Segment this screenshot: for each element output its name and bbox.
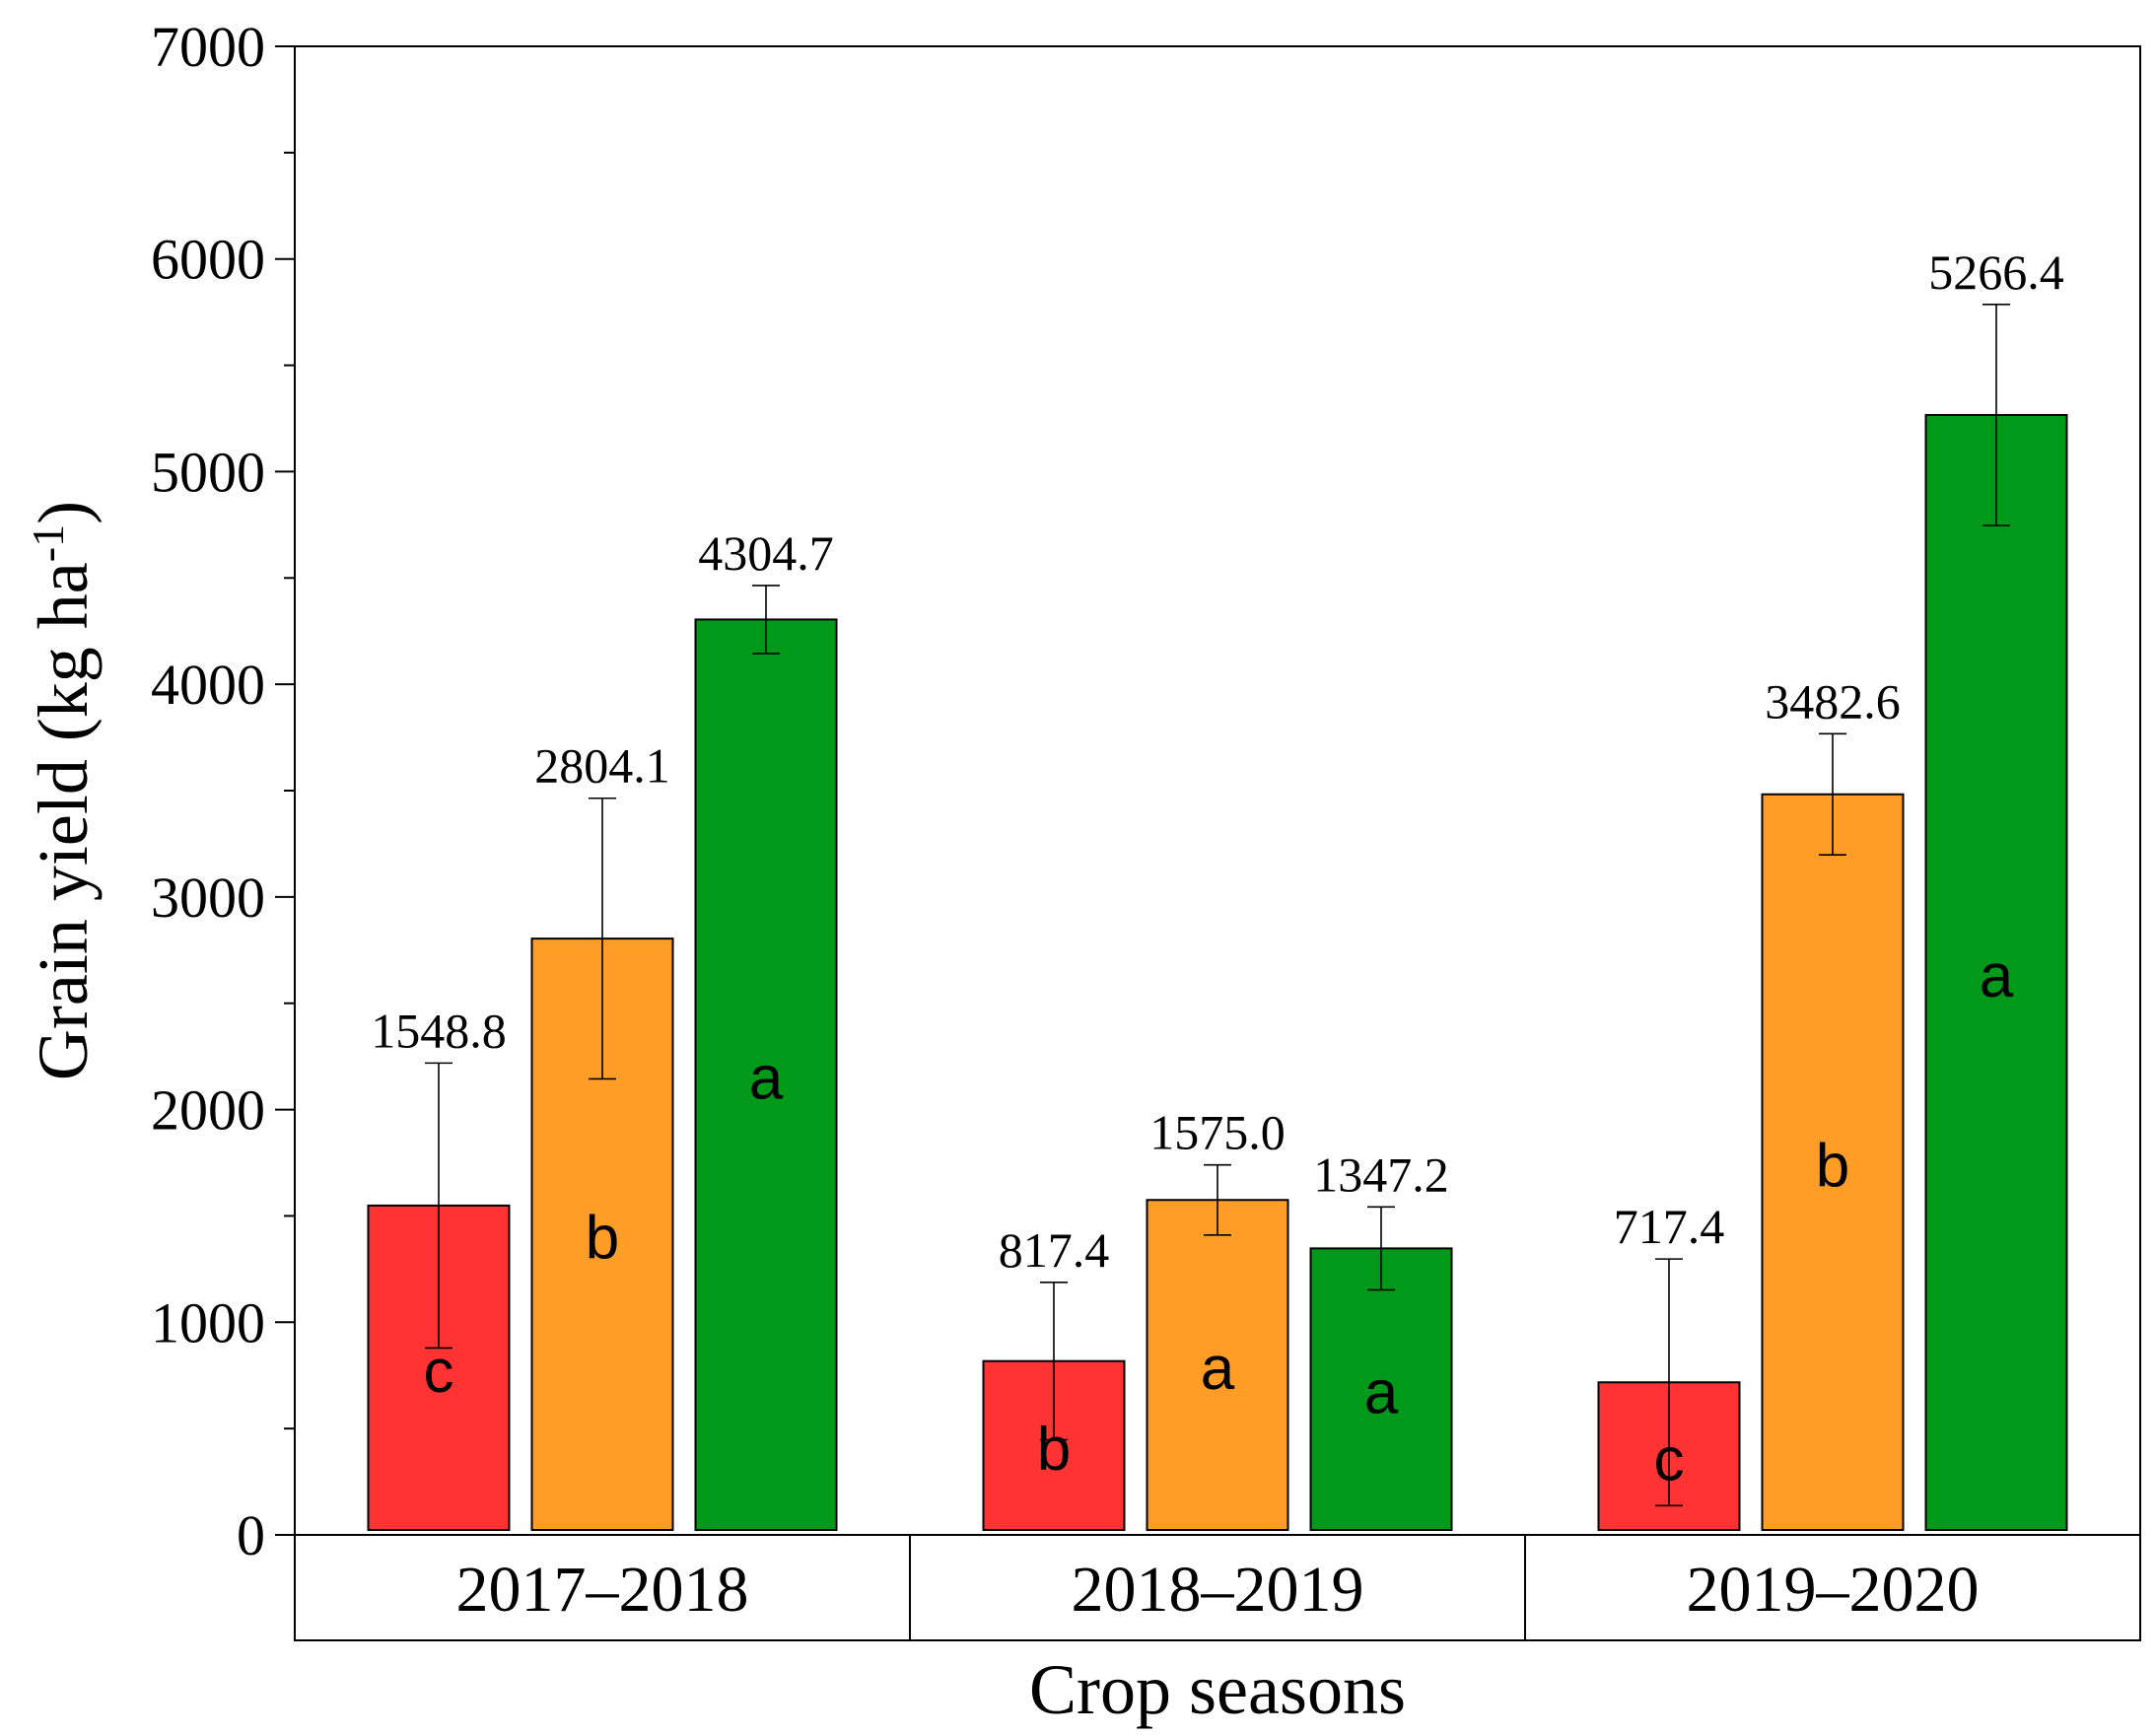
significance-letter: b <box>1816 1132 1849 1200</box>
y-tick-label: 2000 <box>151 1078 265 1143</box>
bar <box>982 1359 1126 1532</box>
significance-letter: c <box>424 1338 454 1406</box>
value-label: 3482.6 <box>1765 673 1901 729</box>
value-label: 1548.8 <box>371 1003 507 1058</box>
significance-letter: b <box>586 1205 619 1273</box>
y-tick-label: 0 <box>237 1503 265 1567</box>
value-label: 817.4 <box>999 1222 1110 1278</box>
value-label: 5266.4 <box>1928 244 2064 300</box>
significance-letter: a <box>1364 1359 1399 1427</box>
value-label: 2804.1 <box>534 738 670 794</box>
value-label: 717.4 <box>1614 1199 1725 1254</box>
bar <box>694 618 838 1531</box>
bar <box>1146 1199 1289 1531</box>
significance-letter: c <box>1654 1426 1685 1494</box>
data-labels: 1548.8 c 2804.1 b 4304.7 a 817.4 b 1575.0 a 1347.2… <box>371 244 2064 1507</box>
category-axis: 2017–2018 2018–2019 2019–2020 <box>456 1535 1980 1640</box>
significance-letter: a <box>1980 942 2014 1010</box>
value-label: 1347.2 <box>1313 1146 1449 1202</box>
x-axis-title: Crop seasons <box>1029 1650 1406 1729</box>
bar <box>1761 793 1905 1531</box>
category-label: 2019–2020 <box>1687 1554 1980 1626</box>
bar <box>1309 1247 1453 1532</box>
y-tick-label: 7000 <box>151 15 265 79</box>
y-tick-label: 3000 <box>151 866 265 930</box>
category-label: 2017–2018 <box>456 1554 749 1626</box>
y-tick-label: 5000 <box>151 440 265 504</box>
significance-letter: b <box>1037 1416 1071 1484</box>
y-axis-title-close: ) <box>24 501 103 524</box>
y-axis-title-superscript: -1 <box>23 524 73 562</box>
y-tick-label: 6000 <box>151 228 265 292</box>
bars-layer <box>367 413 2068 1532</box>
y-tick-label: 4000 <box>151 653 265 717</box>
y-axis-title: Grain yield (kg ha-1) <box>23 501 103 1080</box>
significance-letter: a <box>1201 1335 1235 1403</box>
value-label: 1575.0 <box>1149 1105 1286 1160</box>
category-label: 2018–2019 <box>1072 1554 1364 1626</box>
value-label: 4304.7 <box>698 525 834 581</box>
y-axis-title-main: Grain yield (kg ha <box>24 562 103 1080</box>
significance-letter: a <box>749 1045 784 1113</box>
bar <box>1924 413 2068 1531</box>
y-tick-label: 1000 <box>151 1290 265 1354</box>
category-frame <box>294 1534 2141 1641</box>
y-axis-ticks: 0 1000 2000 3000 4000 5000 6000 7000 <box>151 15 295 1567</box>
